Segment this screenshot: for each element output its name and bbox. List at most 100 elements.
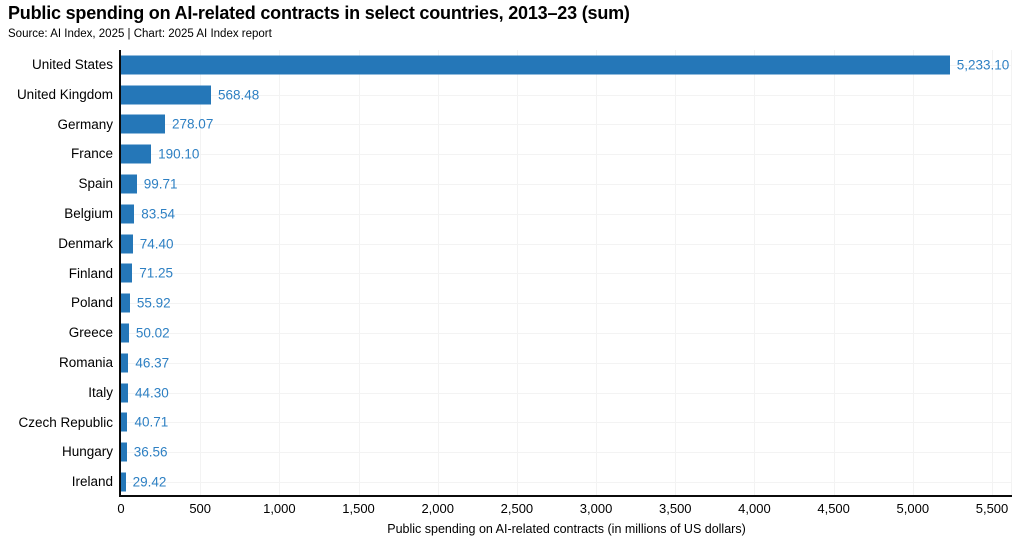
bar-value-label: 50.02 bbox=[135, 325, 170, 341]
category-labels: United States United Kingdom Germany France… bbox=[0, 50, 119, 497]
bar-row: 50.02 bbox=[121, 318, 1012, 348]
bar-value-label: 5,233.10 bbox=[956, 57, 1010, 73]
category-label: Greece bbox=[68, 325, 113, 341]
bar-value-label: 568.48 bbox=[218, 87, 260, 103]
bar-row: 71.25 bbox=[121, 259, 1012, 289]
bar-row: 29.42 bbox=[121, 467, 1012, 497]
bar-row: 74.40 bbox=[121, 229, 1012, 259]
horizontal-gridline bbox=[121, 452, 1012, 454]
bar bbox=[121, 55, 950, 75]
category-label: Hungary bbox=[61, 444, 113, 460]
vertical-gridline bbox=[279, 50, 281, 495]
category-label: Poland bbox=[70, 295, 113, 311]
horizontal-gridline bbox=[121, 273, 1012, 275]
bar-row: 83.54 bbox=[121, 199, 1012, 229]
vertical-gridline bbox=[437, 50, 439, 495]
vertical-gridline bbox=[1011, 50, 1012, 495]
category-label: Germany bbox=[57, 116, 113, 132]
bar bbox=[121, 353, 129, 373]
bar-value-label: 71.25 bbox=[139, 265, 174, 281]
x-tick-label: 500 bbox=[189, 501, 212, 516]
x-tick-label: 0 bbox=[117, 501, 125, 516]
bar bbox=[121, 85, 212, 105]
bar-row: 190.10 bbox=[121, 139, 1012, 169]
bar-row: 40.71 bbox=[121, 408, 1012, 438]
bar-value-label: 55.92 bbox=[136, 295, 171, 311]
category-label: France bbox=[70, 146, 113, 162]
x-tick-label: 2,000 bbox=[421, 501, 454, 516]
x-tick-label: 4,500 bbox=[817, 501, 850, 516]
x-tick-label: 5,000 bbox=[896, 501, 930, 516]
vertical-gridline bbox=[992, 50, 993, 495]
bar bbox=[121, 383, 128, 403]
bar-row: 44.30 bbox=[121, 378, 1012, 408]
x-tick-label: 3,500 bbox=[658, 501, 692, 516]
bar-value-label: 29.42 bbox=[132, 474, 167, 490]
x-axis-ticks: 0 500 1,000 1,500 2,000 2,500 3,000 3,500 4,000 4… bbox=[117, 501, 1012, 517]
bar bbox=[121, 323, 129, 343]
horizontal-gridline bbox=[121, 392, 1012, 394]
bar-value-label: 278.07 bbox=[172, 116, 214, 132]
bar bbox=[121, 174, 137, 194]
chart-source: Source: AI Index, 2025 | Chart: 2025 AI … bbox=[8, 28, 272, 40]
category-label: United Kingdom bbox=[16, 86, 113, 102]
bar-value-label: 74.40 bbox=[139, 236, 174, 252]
horizontal-gridline bbox=[121, 154, 1012, 156]
vertical-gridline bbox=[358, 50, 360, 495]
x-tick-label: 1,500 bbox=[342, 501, 375, 516]
horizontal-gridline bbox=[121, 303, 1012, 305]
x-tick-label: 3,000 bbox=[579, 501, 613, 516]
bar-row: 36.56 bbox=[121, 437, 1012, 467]
horizontal-gridline bbox=[121, 124, 1012, 126]
horizontal-gridline bbox=[121, 482, 1012, 484]
category-label: Italy bbox=[88, 384, 113, 400]
category-label: Spain bbox=[78, 176, 113, 192]
vertical-gridline bbox=[516, 50, 518, 495]
bar-value-label: 36.56 bbox=[133, 444, 168, 460]
bar bbox=[121, 234, 133, 254]
x-tick-label: 4,000 bbox=[738, 501, 771, 516]
category-label: Ireland bbox=[71, 474, 113, 490]
bar bbox=[121, 144, 152, 164]
horizontal-gridline bbox=[121, 184, 1012, 186]
bar-row: 46.37 bbox=[121, 348, 1012, 378]
category-label: United States bbox=[31, 57, 113, 72]
vertical-gridline bbox=[675, 50, 677, 495]
bar-value-label: 40.71 bbox=[134, 414, 169, 430]
bar-row: 99.71 bbox=[121, 169, 1012, 199]
bar bbox=[121, 204, 135, 224]
bar-value-label: 46.37 bbox=[135, 355, 170, 371]
bar-row: 278.07 bbox=[121, 110, 1012, 140]
bar bbox=[121, 412, 128, 432]
chart-body: United States United Kingdom Germany France… bbox=[0, 50, 1012, 497]
horizontal-gridline bbox=[121, 213, 1012, 215]
bar bbox=[121, 263, 133, 283]
vertical-gridline bbox=[833, 50, 835, 495]
bar-row: 5,233.10 bbox=[121, 50, 1012, 80]
bar bbox=[121, 114, 166, 134]
bar-value-label: 83.54 bbox=[141, 206, 176, 222]
bar-value-label: 44.30 bbox=[135, 385, 169, 401]
bar-value-label: 190.10 bbox=[158, 146, 200, 162]
vertical-gridline bbox=[200, 50, 202, 495]
category-label: Czech Republic bbox=[18, 414, 113, 430]
vertical-gridline bbox=[912, 50, 914, 495]
category-label: Belgium bbox=[64, 206, 113, 221]
plot-area: 5,233.10 568.48 278.07 190.10 99.71 83.54 74.4… bbox=[119, 50, 1012, 497]
x-tick-label: 1,000 bbox=[263, 501, 296, 516]
horizontal-gridline bbox=[121, 362, 1012, 364]
bar bbox=[121, 293, 130, 313]
category-label: Romania bbox=[58, 355, 113, 370]
bar-row: 55.92 bbox=[121, 288, 1012, 318]
vertical-gridline bbox=[596, 50, 598, 495]
horizontal-gridline bbox=[121, 94, 1012, 96]
horizontal-gridline bbox=[121, 243, 1012, 245]
bar-row: 568.48 bbox=[121, 80, 1012, 110]
vertical-gridline bbox=[754, 50, 756, 495]
horizontal-gridline bbox=[121, 422, 1012, 424]
bar bbox=[121, 472, 126, 492]
x-tick-label: 2,500 bbox=[500, 501, 534, 516]
chart-title: Public spending on AI-related contracts … bbox=[8, 3, 630, 23]
x-axis-title: Public spending on AI-related contracts … bbox=[387, 522, 746, 536]
